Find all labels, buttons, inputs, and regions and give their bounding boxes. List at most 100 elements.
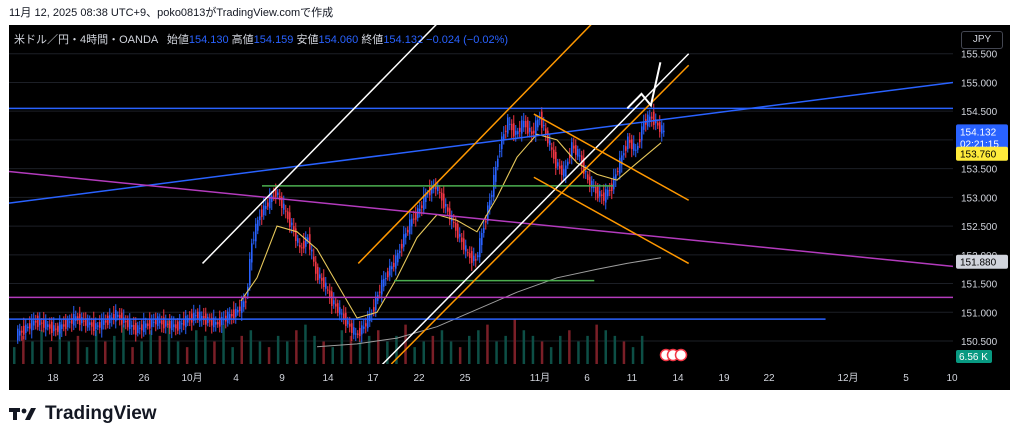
candle-body — [527, 120, 529, 134]
candle-body — [231, 314, 233, 317]
candle-body — [479, 238, 481, 258]
candle-body — [321, 277, 323, 281]
high-label: 高値 — [231, 34, 254, 46]
volume-bar — [613, 335, 617, 364]
chart-area[interactable]: 155.500155.000154.500154.000153.500153.0… — [9, 25, 1010, 390]
candle-body — [293, 226, 295, 232]
volume-bar — [49, 347, 52, 364]
candle-body — [439, 191, 441, 193]
trend-line — [376, 53, 690, 371]
tradingview-logo-icon — [9, 408, 36, 420]
candle-body — [647, 114, 649, 127]
candle-body — [381, 279, 383, 295]
candle-body — [171, 320, 173, 331]
candle-body — [579, 155, 581, 157]
candle-body — [163, 317, 165, 329]
volume-bar — [631, 347, 635, 364]
candle-body — [655, 119, 657, 124]
candle-body — [507, 117, 509, 134]
volume-bar — [477, 330, 480, 364]
candle-body — [29, 323, 31, 329]
candle-body — [147, 323, 149, 327]
candle-body — [467, 252, 469, 254]
price-tag — [956, 124, 1008, 151]
candle-body — [49, 324, 51, 329]
candle-body — [119, 314, 121, 320]
trend-line — [201, 25, 437, 264]
candle-body — [259, 216, 261, 221]
trend-line — [357, 25, 592, 264]
candle-body — [455, 222, 457, 231]
candle-body — [185, 315, 187, 328]
volume-bar — [449, 341, 453, 364]
candle-body — [365, 323, 367, 327]
candle-body — [555, 151, 557, 169]
candle-body — [57, 326, 59, 332]
candle-body — [55, 328, 57, 330]
candle-body — [35, 320, 37, 323]
time-tick-label: 14 — [672, 373, 684, 384]
trend-line — [9, 170, 954, 268]
candle-body — [659, 122, 661, 132]
volume-bar — [586, 335, 589, 364]
currency-button[interactable]: JPY — [961, 31, 1003, 49]
candle-body — [509, 123, 511, 125]
candle-body — [441, 192, 443, 201]
candle-body — [523, 120, 525, 128]
volume-bar — [431, 335, 435, 364]
candle-body — [355, 333, 357, 335]
volume-bar — [513, 319, 516, 364]
volume-bar — [468, 335, 471, 364]
candle-body — [107, 315, 109, 325]
candle-body — [91, 322, 93, 327]
time-tick-label: 22 — [413, 373, 425, 384]
time-tick-label: 11 — [627, 373, 638, 384]
candle-body — [23, 325, 25, 335]
candle-body — [51, 321, 53, 333]
candle-body — [663, 130, 665, 133]
volume-bar — [240, 335, 243, 364]
candle-body — [631, 139, 633, 150]
candle-body — [285, 210, 287, 212]
time-tick-label: 25 — [459, 373, 471, 384]
candle-body — [329, 290, 331, 299]
candle-body — [575, 145, 577, 155]
volume-bar — [113, 335, 116, 364]
symbol-title[interactable]: 米ドル／円・4時間・OANDA — [14, 34, 158, 46]
candle-body — [203, 316, 205, 321]
volume-bar — [367, 335, 371, 364]
price-tick-label: 151.000 — [961, 308, 998, 319]
candle-body — [81, 317, 83, 324]
volume-bar — [31, 341, 34, 364]
tradingview-logo[interactable]: TradingView — [9, 403, 157, 425]
volume-bar — [577, 341, 580, 364]
candle-body — [451, 215, 453, 222]
candle-body — [537, 119, 539, 128]
candle-body — [481, 232, 483, 246]
candle-body — [299, 245, 301, 248]
high-value: 154.159 — [253, 34, 294, 46]
candle-body — [135, 322, 137, 335]
candle-body — [59, 322, 61, 334]
candle-body — [281, 196, 283, 209]
volume-bar — [386, 341, 389, 364]
candle-body — [61, 324, 63, 329]
candle-body — [237, 309, 239, 313]
volume-bar — [276, 335, 280, 364]
price-chart[interactable]: 155.500155.000154.500154.000153.500153.0… — [9, 25, 1010, 390]
volume-bar — [122, 324, 125, 364]
candle-body — [249, 259, 251, 286]
candle-body — [531, 131, 533, 135]
trend-line — [390, 64, 690, 365]
candle-body — [87, 318, 89, 328]
volume-bar — [22, 335, 25, 364]
candle-body — [71, 318, 73, 324]
open-label: 始値 — [166, 34, 189, 46]
candle-body — [607, 189, 609, 197]
candle-body — [209, 320, 211, 322]
candle-body — [573, 145, 575, 149]
candle-body — [115, 309, 117, 322]
candle-body — [419, 208, 421, 212]
volume-bar — [440, 330, 444, 364]
candle-body — [127, 318, 129, 328]
